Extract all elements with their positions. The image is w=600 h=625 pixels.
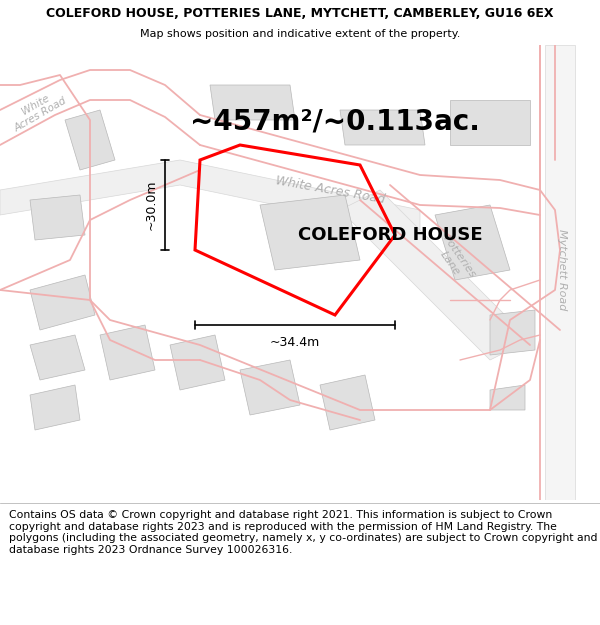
Polygon shape [340, 190, 530, 360]
Text: Contains OS data © Crown copyright and database right 2021. This information is : Contains OS data © Crown copyright and d… [9, 510, 598, 555]
Text: COLEFORD HOUSE, POTTERIES LANE, MYTCHETT, CAMBERLEY, GU16 6EX: COLEFORD HOUSE, POTTERIES LANE, MYTCHETT… [46, 7, 554, 20]
Text: ~457m²/~0.113ac.: ~457m²/~0.113ac. [190, 107, 480, 135]
Polygon shape [320, 375, 375, 430]
Polygon shape [545, 45, 575, 500]
Text: White
Acres Road: White Acres Road [7, 86, 69, 134]
Polygon shape [65, 110, 115, 170]
Polygon shape [240, 360, 300, 415]
Text: Map shows position and indicative extent of the property.: Map shows position and indicative extent… [140, 29, 460, 39]
Polygon shape [490, 385, 525, 410]
Text: COLEFORD HOUSE: COLEFORD HOUSE [298, 226, 482, 244]
Text: ~30.0m: ~30.0m [145, 180, 157, 230]
Polygon shape [490, 310, 535, 355]
Text: Mytchett Road: Mytchett Road [557, 229, 567, 311]
Polygon shape [450, 100, 530, 145]
Text: Potteries
Lane: Potteries Lane [432, 234, 478, 286]
Polygon shape [30, 385, 80, 430]
Polygon shape [0, 160, 420, 235]
Polygon shape [210, 85, 295, 120]
Text: White Acres Road: White Acres Road [274, 174, 386, 206]
Polygon shape [30, 195, 85, 240]
Polygon shape [340, 110, 425, 145]
Polygon shape [30, 335, 85, 380]
Text: ~34.4m: ~34.4m [270, 336, 320, 349]
Polygon shape [435, 205, 510, 280]
Polygon shape [260, 195, 360, 270]
Polygon shape [30, 275, 95, 330]
Polygon shape [170, 335, 225, 390]
Polygon shape [100, 325, 155, 380]
